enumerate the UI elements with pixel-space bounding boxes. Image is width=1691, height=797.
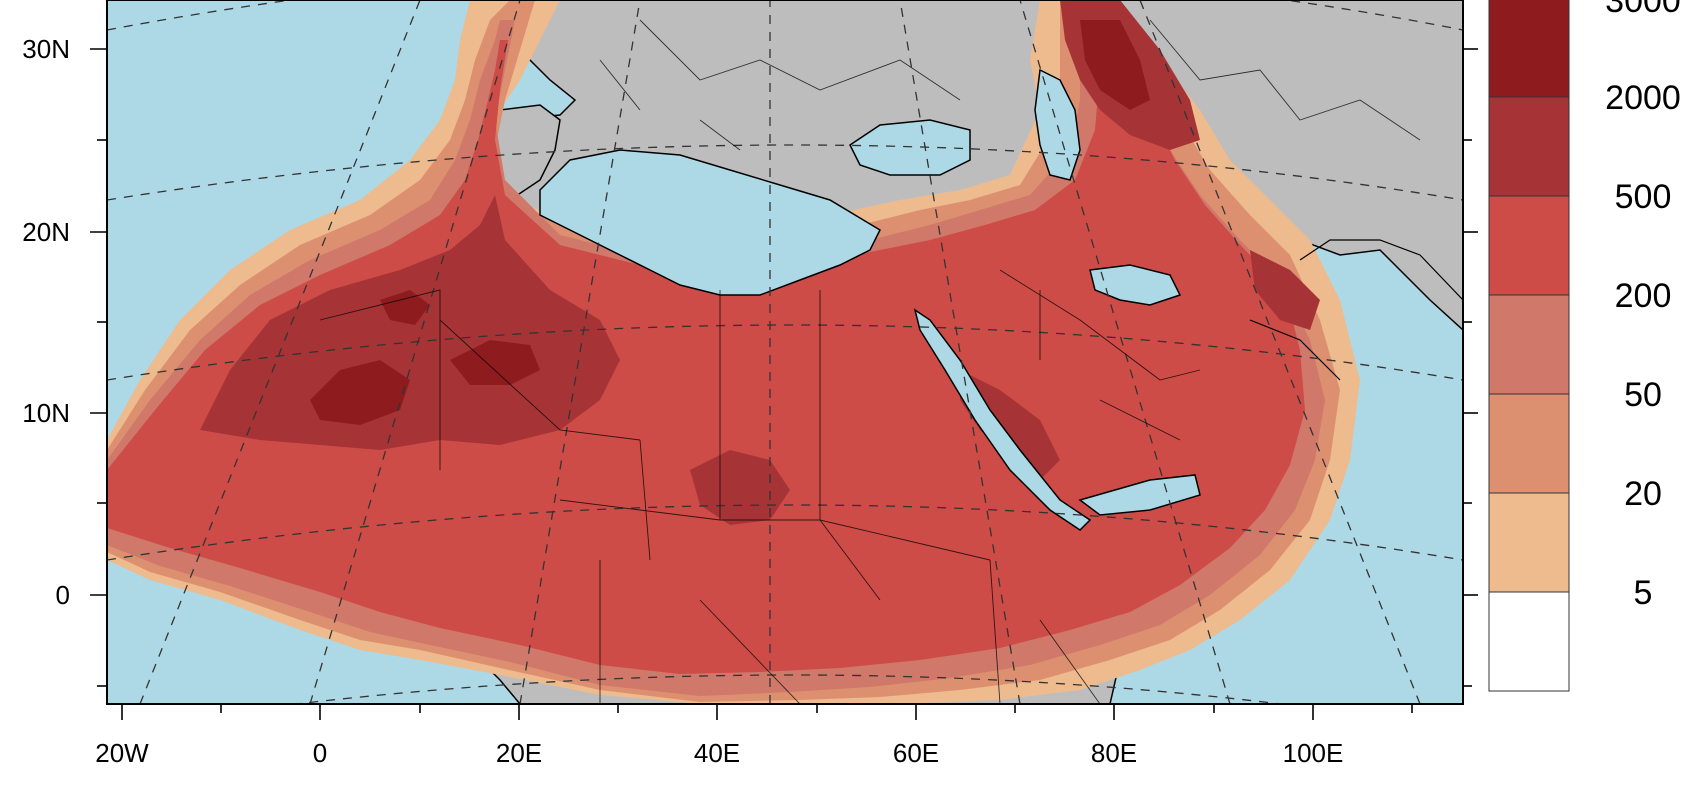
colorbar-label-20: 20 [1624,475,1662,513]
lon-label-80e: 80E [1091,738,1137,768]
colorbar: 3000 2000 500 200 50 20 5 [1488,0,1681,692]
lat-label-0: 0 [56,580,70,610]
inland-seas [539,68,1201,531]
colorbar-label-2000: 2000 [1605,79,1681,117]
colorbar-swatch-5 [1488,591,1570,692]
colorbar-label-5: 5 [1634,574,1653,612]
left-ticks [90,48,107,687]
indian-ocean-shoreline [1249,239,1463,381]
colorbar-swatch-50 [1488,393,1570,494]
colorbar-swatch-3000 [1488,0,1570,98]
colorbar-label-200: 200 [1615,277,1672,315]
lat-label-10n: 10N [22,398,70,428]
dust-contours [107,0,1360,704]
colorbar-label-3000: 3000 [1605,0,1681,20]
lon-label-20w: 20W [95,738,149,768]
lon-label-20e: 20E [496,738,542,768]
lat-label-30n: 30N [22,34,70,64]
colorbar-label-50: 50 [1624,376,1662,414]
graticule-lines [107,0,1463,704]
right-ticks [1463,48,1478,687]
lat-label-20n: 20N [22,217,70,247]
lon-label-0: 0 [313,738,327,768]
lon-label-60e: 60E [893,738,939,768]
colorbar-swatch-20 [1488,492,1570,593]
lon-label-100e: 100E [1283,738,1344,768]
bottom-ticks [121,704,1413,720]
colorbar-label-500: 500 [1615,178,1672,216]
lon-label-40e: 40E [694,738,740,768]
colorbar-swatch-2000 [1488,96,1570,197]
country-borders [319,19,1421,704]
colorbar-swatch-500 [1488,195,1570,296]
plot-frame [106,0,1464,705]
colorbar-swatch-200 [1488,294,1570,395]
